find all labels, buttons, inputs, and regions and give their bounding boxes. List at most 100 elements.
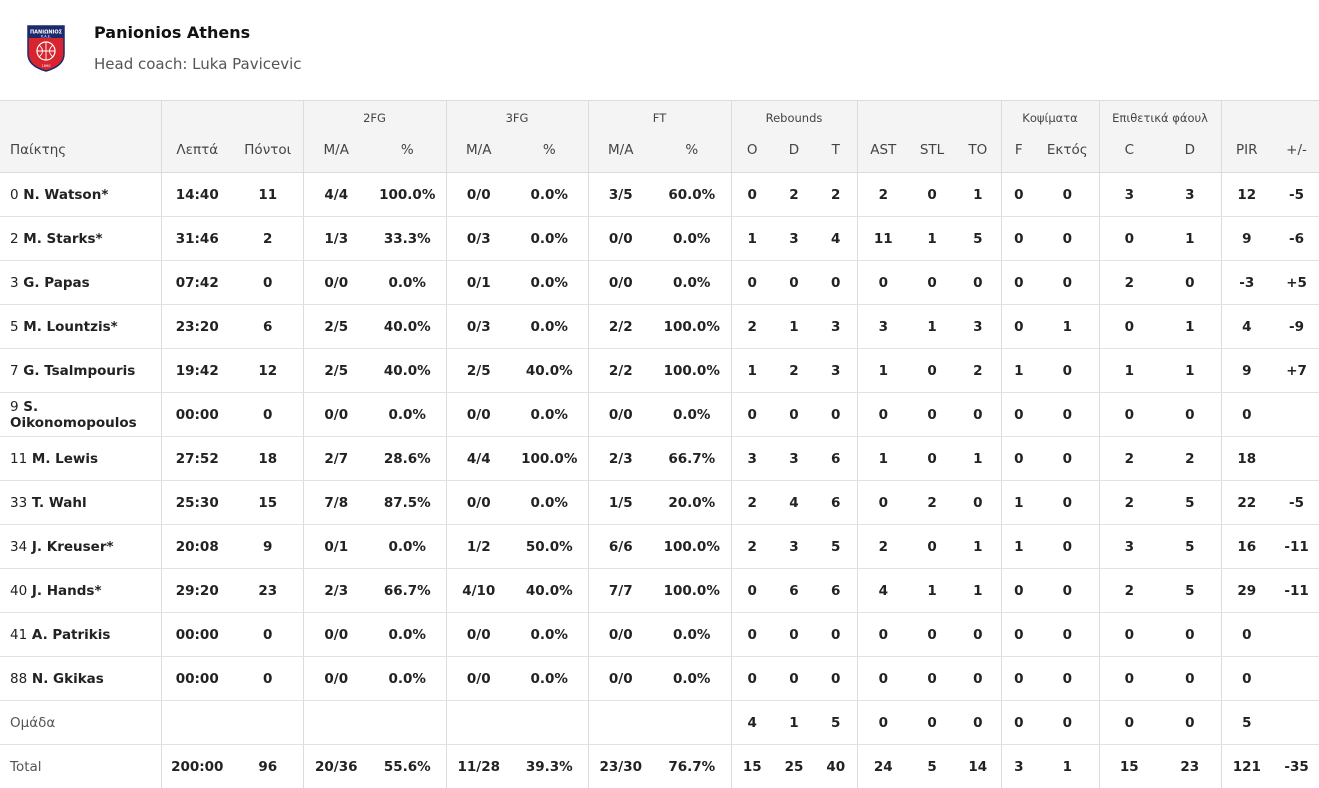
team-header: ΠΑΝΙΩΝΙΟΣ Κ.Α.Ε. 1890 Panionios Athens H… [0, 0, 1319, 100]
player-name[interactable]: M. Starks* [23, 230, 103, 247]
stat-pir: 16 [1220, 524, 1273, 569]
stat-plus-minus: +7 [1272, 348, 1319, 393]
player-name[interactable]: M. Lountzis* [23, 318, 118, 335]
table-row[interactable]: 3 G. Papas 07:42 0 0/0 0.0% 0/1 0.0% 0/0 0.0% 0 0 0… [0, 260, 1319, 305]
stat-pir: 0 [1220, 656, 1273, 701]
col-ft-ma[interactable]: M/A [587, 134, 653, 173]
player-name[interactable]: S. Oikonomopoulos [10, 398, 137, 431]
stat-pir: 4 [1220, 304, 1273, 349]
stat-ft-ma: 2/2 [587, 348, 653, 393]
stat-to: 0 [955, 656, 1002, 701]
player-cell[interactable]: 88 N. Gkikas [0, 656, 161, 701]
player-cell[interactable]: 3 G. Papas [0, 260, 161, 305]
stat-ft-ma: 3/5 [587, 172, 653, 217]
player-name[interactable]: M. Lewis [31, 450, 99, 467]
player-cell[interactable]: 11 M. Lewis [0, 436, 161, 481]
col-reb-d[interactable]: D [773, 134, 815, 173]
col-ft-pct[interactable]: % [653, 134, 731, 173]
stat-reb-d: 0 [773, 392, 815, 437]
player-cell[interactable]: 33 T. Wahl [0, 480, 161, 525]
stat-foul-c: 0 [1098, 304, 1160, 349]
col-foul-d[interactable]: D [1159, 134, 1222, 173]
col-plus-minus[interactable]: +/- [1272, 134, 1319, 173]
stat-to: 0 [955, 480, 1002, 525]
table-row[interactable]: 2 M. Starks* 31:46 2 1/3 33.3% 0/3 0.0% 0/0 0.0%… [0, 216, 1319, 261]
stat-to: 0 [955, 392, 1002, 437]
player-cell[interactable]: 0 N. Watson* [0, 172, 161, 217]
stat-3fg-pct: 39.3% [511, 744, 588, 788]
stat-2fg-pct: 0.0% [369, 612, 446, 657]
col-blk-a[interactable]: Εκτός [1036, 134, 1100, 173]
table-row[interactable]: 5 M. Lountzis* 23:20 6 2/5 40.0% 0/3 0.0% 2/2 10… [0, 304, 1319, 349]
stat-blk-f: 0 [1000, 260, 1037, 305]
stat-to: 1 [955, 568, 1002, 613]
stat-ft-ma: 2/2 [587, 304, 653, 349]
stat-foul-c: 3 [1098, 172, 1160, 217]
stat-3fg-pct: 0.0% [511, 656, 588, 701]
stat-foul-d: 2 [1159, 436, 1222, 481]
player-cell[interactable]: 34 J. Kreuser* [0, 524, 161, 569]
table-row[interactable]: 40 J. Hands* 29:20 23 2/3 66.7% 4/10 40.0% 7/7 1… [0, 568, 1319, 613]
table-row[interactable]: 0 N. Watson* 14:40 11 4/4 100.0% 0/0 0.0% 3/5 60… [0, 172, 1319, 217]
table-row[interactable]: 9 S. Oikonomopoulos 00:00 0 0/0 0.0% 0/0 0.0% 0… [0, 392, 1319, 437]
stat-foul-d: 0 [1159, 656, 1222, 701]
col-pir[interactable]: PIR [1220, 134, 1273, 173]
stat-reb-d: 3 [773, 524, 815, 569]
table-row[interactable]: 88 N. Gkikas 00:00 0 0/0 0.0% 0/0 0.0% 0/0 0.0% 0… [0, 656, 1319, 701]
player-cell[interactable]: 9 S. Oikonomopoulos [0, 392, 161, 437]
col-3fg-pct[interactable]: % [511, 134, 588, 173]
player-cell[interactable]: 5 M. Lountzis* [0, 304, 161, 349]
player-name[interactable]: N. Gkikas [31, 670, 104, 687]
col-3fg-ma[interactable]: M/A [445, 134, 511, 173]
player-name[interactable]: J. Kreuser* [31, 538, 114, 555]
player-name[interactable]: G. Papas [23, 274, 90, 291]
player-cell[interactable]: 2 M. Starks* [0, 216, 161, 261]
stat-reb-t: 0 [815, 656, 858, 701]
col-foul-c[interactable]: C [1098, 134, 1160, 173]
player-cell[interactable]: 7 G. Tsalmpouris [0, 348, 161, 393]
stat-3fg-ma: 0/3 [445, 216, 511, 261]
col-2fg-ma[interactable]: M/A [302, 134, 369, 173]
col-reb-t[interactable]: T [815, 134, 858, 173]
player-name[interactable]: J. Hands* [31, 582, 102, 599]
stat-foul-d: 23 [1159, 744, 1222, 788]
stat-pir: -3 [1220, 260, 1273, 305]
player-name[interactable]: N. Watson* [23, 186, 109, 203]
team-row: Ομάδα 4 1 5 0 0 0 0 0 0 0 5 [0, 700, 1319, 745]
stat-stl: 0 [909, 172, 956, 217]
stat-ft-pct: 60.0% [653, 172, 731, 217]
col-ast[interactable]: AST [856, 134, 910, 173]
player-cell[interactable]: 40 J. Hands* [0, 568, 161, 613]
table-row[interactable]: 41 A. Patrikis 00:00 0 0/0 0.0% 0/0 0.0% 0/0 0.0… [0, 612, 1319, 657]
player-cell[interactable]: 41 A. Patrikis [0, 612, 161, 657]
col-reb-o[interactable]: O [730, 134, 773, 173]
stat-2fg-ma: 0/0 [302, 260, 369, 305]
stat-foul-c: 0 [1098, 216, 1160, 261]
col-stl[interactable]: STL [909, 134, 956, 173]
col-2fg-pct[interactable]: % [369, 134, 446, 173]
col-blk-f[interactable]: F [1000, 134, 1037, 173]
table-row[interactable]: 33 T. Wahl 25:30 15 7/8 87.5% 0/0 0.0% 1/5 20.0%… [0, 480, 1319, 525]
col-to[interactable]: TO [955, 134, 1002, 173]
col-points[interactable]: Πόντοι [233, 134, 303, 173]
group-empty [0, 100, 161, 135]
stat-ast: 0 [856, 480, 910, 525]
stat-reb-t: 40 [815, 744, 858, 788]
stat-stl: 0 [909, 436, 956, 481]
table-row[interactable]: 7 G. Tsalmpouris 19:42 12 2/5 40.0% 2/5 40.0% 2… [0, 348, 1319, 393]
table-row[interactable]: 34 J. Kreuser* 20:08 9 0/1 0.0% 1/2 50.0% 6/6 10… [0, 524, 1319, 569]
total-row-label: Total [0, 744, 161, 788]
stat-reb-o: 0 [730, 656, 773, 701]
col-player[interactable]: Παίκτης [0, 134, 161, 173]
stat-blk-a: 0 [1036, 260, 1100, 305]
stat-foul-c: 15 [1098, 744, 1160, 788]
stat-blk-a: 0 [1036, 392, 1100, 437]
player-name[interactable]: A. Patrikis [31, 626, 111, 643]
player-name[interactable]: G. Tsalmpouris [23, 362, 136, 379]
team-logo-icon: ΠΑΝΙΩΝΙΟΣ Κ.Α.Ε. 1890 [27, 25, 65, 72]
col-minutes[interactable]: Λεπτά [160, 134, 233, 173]
stat-stl: 0 [909, 348, 956, 393]
table-row[interactable]: 11 M. Lewis 27:52 18 2/7 28.6% 4/4 100.0% 2/3 66… [0, 436, 1319, 481]
player-name[interactable]: T. Wahl [31, 494, 87, 511]
player-number: 33 [10, 494, 28, 511]
